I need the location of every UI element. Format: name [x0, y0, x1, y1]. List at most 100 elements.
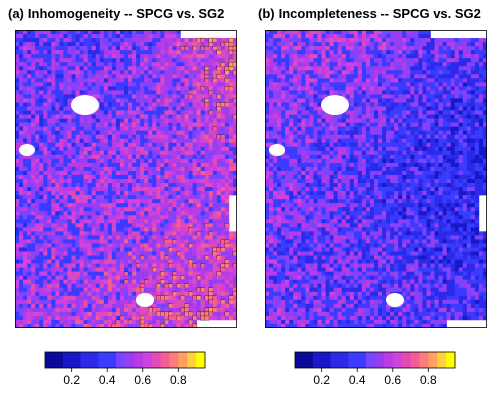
map-cell [95, 170, 101, 176]
map-cell [19, 98, 24, 103]
map-cell [15, 74, 20, 79]
map-cell [216, 219, 222, 224]
map-cell [103, 251, 109, 256]
map-cell [31, 215, 36, 220]
map-cell [19, 58, 24, 63]
map-cell [35, 291, 40, 297]
map-cell [168, 319, 173, 325]
map-cell [31, 142, 36, 148]
map-cell [31, 219, 36, 224]
map-cell [19, 158, 24, 164]
map-cell [128, 50, 133, 55]
map-cell [111, 271, 117, 276]
map-cell [216, 291, 222, 297]
map-cell [482, 94, 487, 99]
map-cell [55, 174, 60, 180]
map-cell [115, 263, 121, 268]
map-cell [293, 86, 298, 91]
map-cell [31, 299, 36, 305]
map-cell [232, 275, 237, 280]
map-cell [321, 78, 326, 83]
map-cell [228, 263, 234, 268]
map-cell [160, 86, 165, 91]
map-cell [144, 211, 149, 216]
map-cell [59, 66, 64, 71]
map-cell [337, 90, 342, 95]
map-cell [216, 299, 222, 305]
map-cell [277, 34, 282, 39]
map-cell [156, 235, 161, 240]
map-cell [293, 90, 298, 95]
map-cell [111, 38, 117, 43]
map-cell [119, 154, 125, 160]
map-cell [402, 38, 407, 43]
map-cell [67, 283, 72, 289]
map-cell [301, 62, 306, 67]
map-cell [136, 179, 141, 184]
map-cell [35, 62, 40, 67]
map-cell [59, 203, 64, 208]
map-cell [95, 90, 101, 95]
map-cell [410, 82, 415, 87]
map-cell [172, 231, 177, 236]
map-cell [168, 235, 173, 240]
map-cell [172, 303, 177, 309]
map-cell [164, 130, 169, 136]
map-cell [119, 303, 125, 309]
map-cell [450, 66, 456, 71]
map-cell [27, 174, 32, 180]
map-cell [386, 66, 391, 71]
map-cell [156, 58, 161, 63]
map-cell [99, 255, 105, 260]
map-cell [160, 299, 165, 305]
map-cell [446, 54, 451, 59]
map-cell [200, 263, 206, 269]
map-cell [442, 74, 447, 79]
map-cell [59, 291, 64, 297]
map-cell [426, 98, 431, 103]
map-cell [168, 263, 173, 269]
map-cell [204, 291, 210, 297]
map-cell [144, 158, 149, 164]
map-cell [160, 295, 165, 301]
map-cell [160, 130, 165, 136]
map-cell [212, 299, 218, 305]
map-cell [19, 287, 24, 293]
map-cell [111, 227, 117, 232]
map-cell [103, 154, 109, 160]
map-cell [160, 54, 165, 59]
map-cell [402, 34, 407, 39]
map-cell [382, 62, 387, 67]
map-cell [152, 158, 157, 164]
map-cell [156, 239, 161, 244]
map-cell [103, 162, 109, 168]
map-cell [144, 231, 149, 236]
map-cell [51, 50, 56, 55]
map-cell [63, 267, 68, 272]
map-cell [232, 102, 237, 107]
map-cell [91, 62, 97, 67]
map-cell [160, 315, 165, 321]
map-cell [128, 94, 133, 99]
map-cell [19, 82, 24, 87]
map-cell [63, 130, 68, 136]
map-cell [297, 98, 302, 103]
map-cell [341, 90, 347, 95]
map-cell [369, 54, 375, 59]
map-cell [91, 174, 97, 180]
map-cell [208, 70, 214, 75]
map-cell [273, 58, 278, 63]
map-cell [148, 90, 153, 95]
map-cell [184, 247, 189, 252]
map-cell [15, 118, 20, 123]
map-cell [51, 271, 56, 276]
map-cell [55, 118, 60, 123]
map-cell [265, 94, 270, 99]
map-cell [63, 34, 68, 39]
legend-swatch [107, 352, 117, 368]
map-cell [369, 74, 375, 79]
map-cell [91, 66, 97, 71]
map-cell [123, 223, 129, 228]
map-cell [426, 62, 431, 67]
map-cell [55, 86, 60, 91]
